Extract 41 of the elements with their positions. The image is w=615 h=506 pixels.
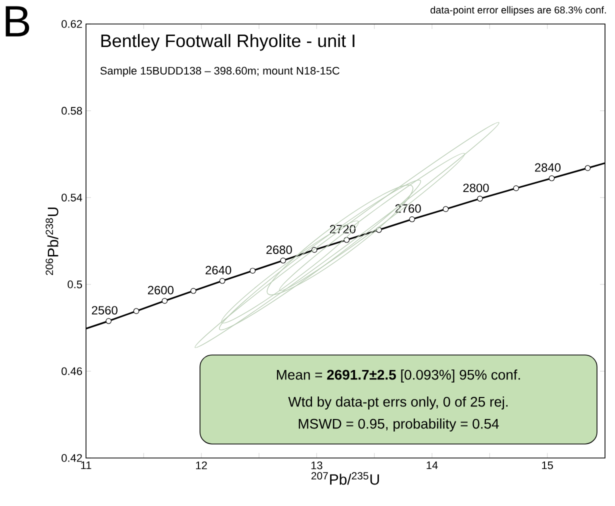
annotation: 2800 [463, 184, 489, 192]
point [409, 216, 415, 222]
annotation: 2720 [330, 224, 356, 234]
text: Bentley Footwall Rhyolite - unit I [101, 34, 354, 51]
annotation: 2680 [266, 246, 292, 254]
x-tick-label: 13 [311, 462, 322, 470]
annotation: MSWD = 0.95, probability = 0.54 [298, 418, 499, 432]
point [513, 185, 519, 192]
point [548, 175, 555, 182]
point [442, 206, 449, 212]
y-axis-title: $^{206}$Pb/$^{238}$U [46, 208, 58, 276]
point [133, 308, 140, 314]
annotation: Wtd by data-pt errs only, 0 of 25 rej. [288, 396, 508, 410]
x-tick-label: 11 [81, 462, 92, 470]
x-tick-label: 12 [196, 462, 207, 470]
x-tick-label: 15 [542, 462, 553, 470]
annotation: 2600 [148, 286, 174, 294]
x-tick-label: 14 [426, 462, 438, 470]
text: B [6, 6, 30, 36]
y-tick-label: 0.42 [62, 454, 82, 462]
y-tick-label: 0.5 [68, 280, 82, 288]
y-tick-label: 0.46 [62, 367, 82, 376]
point [584, 165, 591, 171]
text: Sample 15BUDD138 – 398.60m; mount N18-15C [100, 66, 340, 77]
annotation: 2560 [92, 306, 118, 315]
point [219, 278, 226, 284]
annotation: 2760 [395, 204, 421, 213]
text: data-point error ellipses are 68.3% conf. [430, 6, 606, 16]
point [477, 196, 483, 202]
point [106, 318, 112, 324]
y-tick-label: 0.54 [62, 194, 82, 202]
annotation: Mean = 2691.7±2.5 [0.093%] 95% conf. [276, 369, 520, 382]
annotation: 2840 [535, 163, 561, 172]
y-tick-label: 0.58 [62, 106, 82, 115]
x-axis-title: $^{207}$Pb/$^{235}$U [311, 472, 379, 485]
point [280, 258, 286, 264]
point [250, 268, 256, 274]
y-tick-label: 0.62 [62, 20, 82, 28]
point [162, 298, 168, 304]
point [190, 288, 196, 294]
annotation: 2640 [206, 266, 232, 274]
